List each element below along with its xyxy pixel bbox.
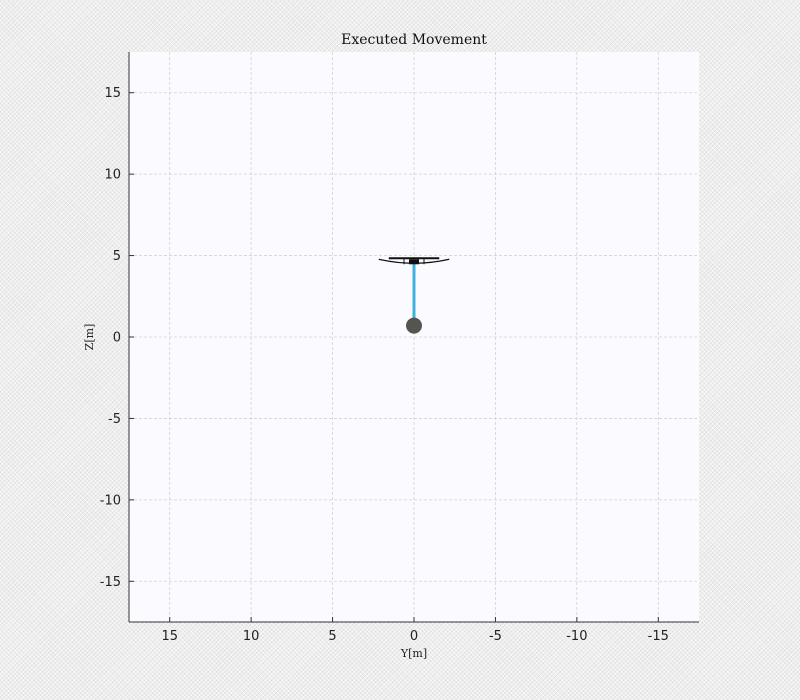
x-tick-label: 10 [243,629,260,644]
y-tick-label: 0 [113,331,121,346]
y-tick-label: 5 [113,249,121,264]
y-tick-label: -15 [100,575,121,590]
y-tick-label: -5 [108,412,121,427]
y-tick-label: 10 [104,168,121,183]
y-tick-label: -10 [100,493,121,508]
drone-body [409,259,419,265]
x-tick-label: -15 [648,629,669,644]
y-axis-label: Z[m] [83,324,96,351]
grid [129,52,699,622]
x-tick-label: 0 [410,629,418,644]
x-tick-label: 15 [161,629,178,644]
x-tick-label: 5 [328,629,336,644]
payload-mass [406,317,422,334]
x-tick-label: -10 [566,629,587,644]
x-tick-label: -5 [489,629,502,644]
plot-content [378,257,450,334]
y-tick-label: 15 [104,86,121,101]
y-ticks: 15 10 5 0 -5 -10 -15 [100,86,134,590]
x-axis-label: Y[m] [400,647,427,660]
x-ticks: 15 10 5 0 -5 -10 -15 [161,617,669,644]
chart-title: Executed Movement [341,32,487,48]
drone-icon [378,257,450,265]
